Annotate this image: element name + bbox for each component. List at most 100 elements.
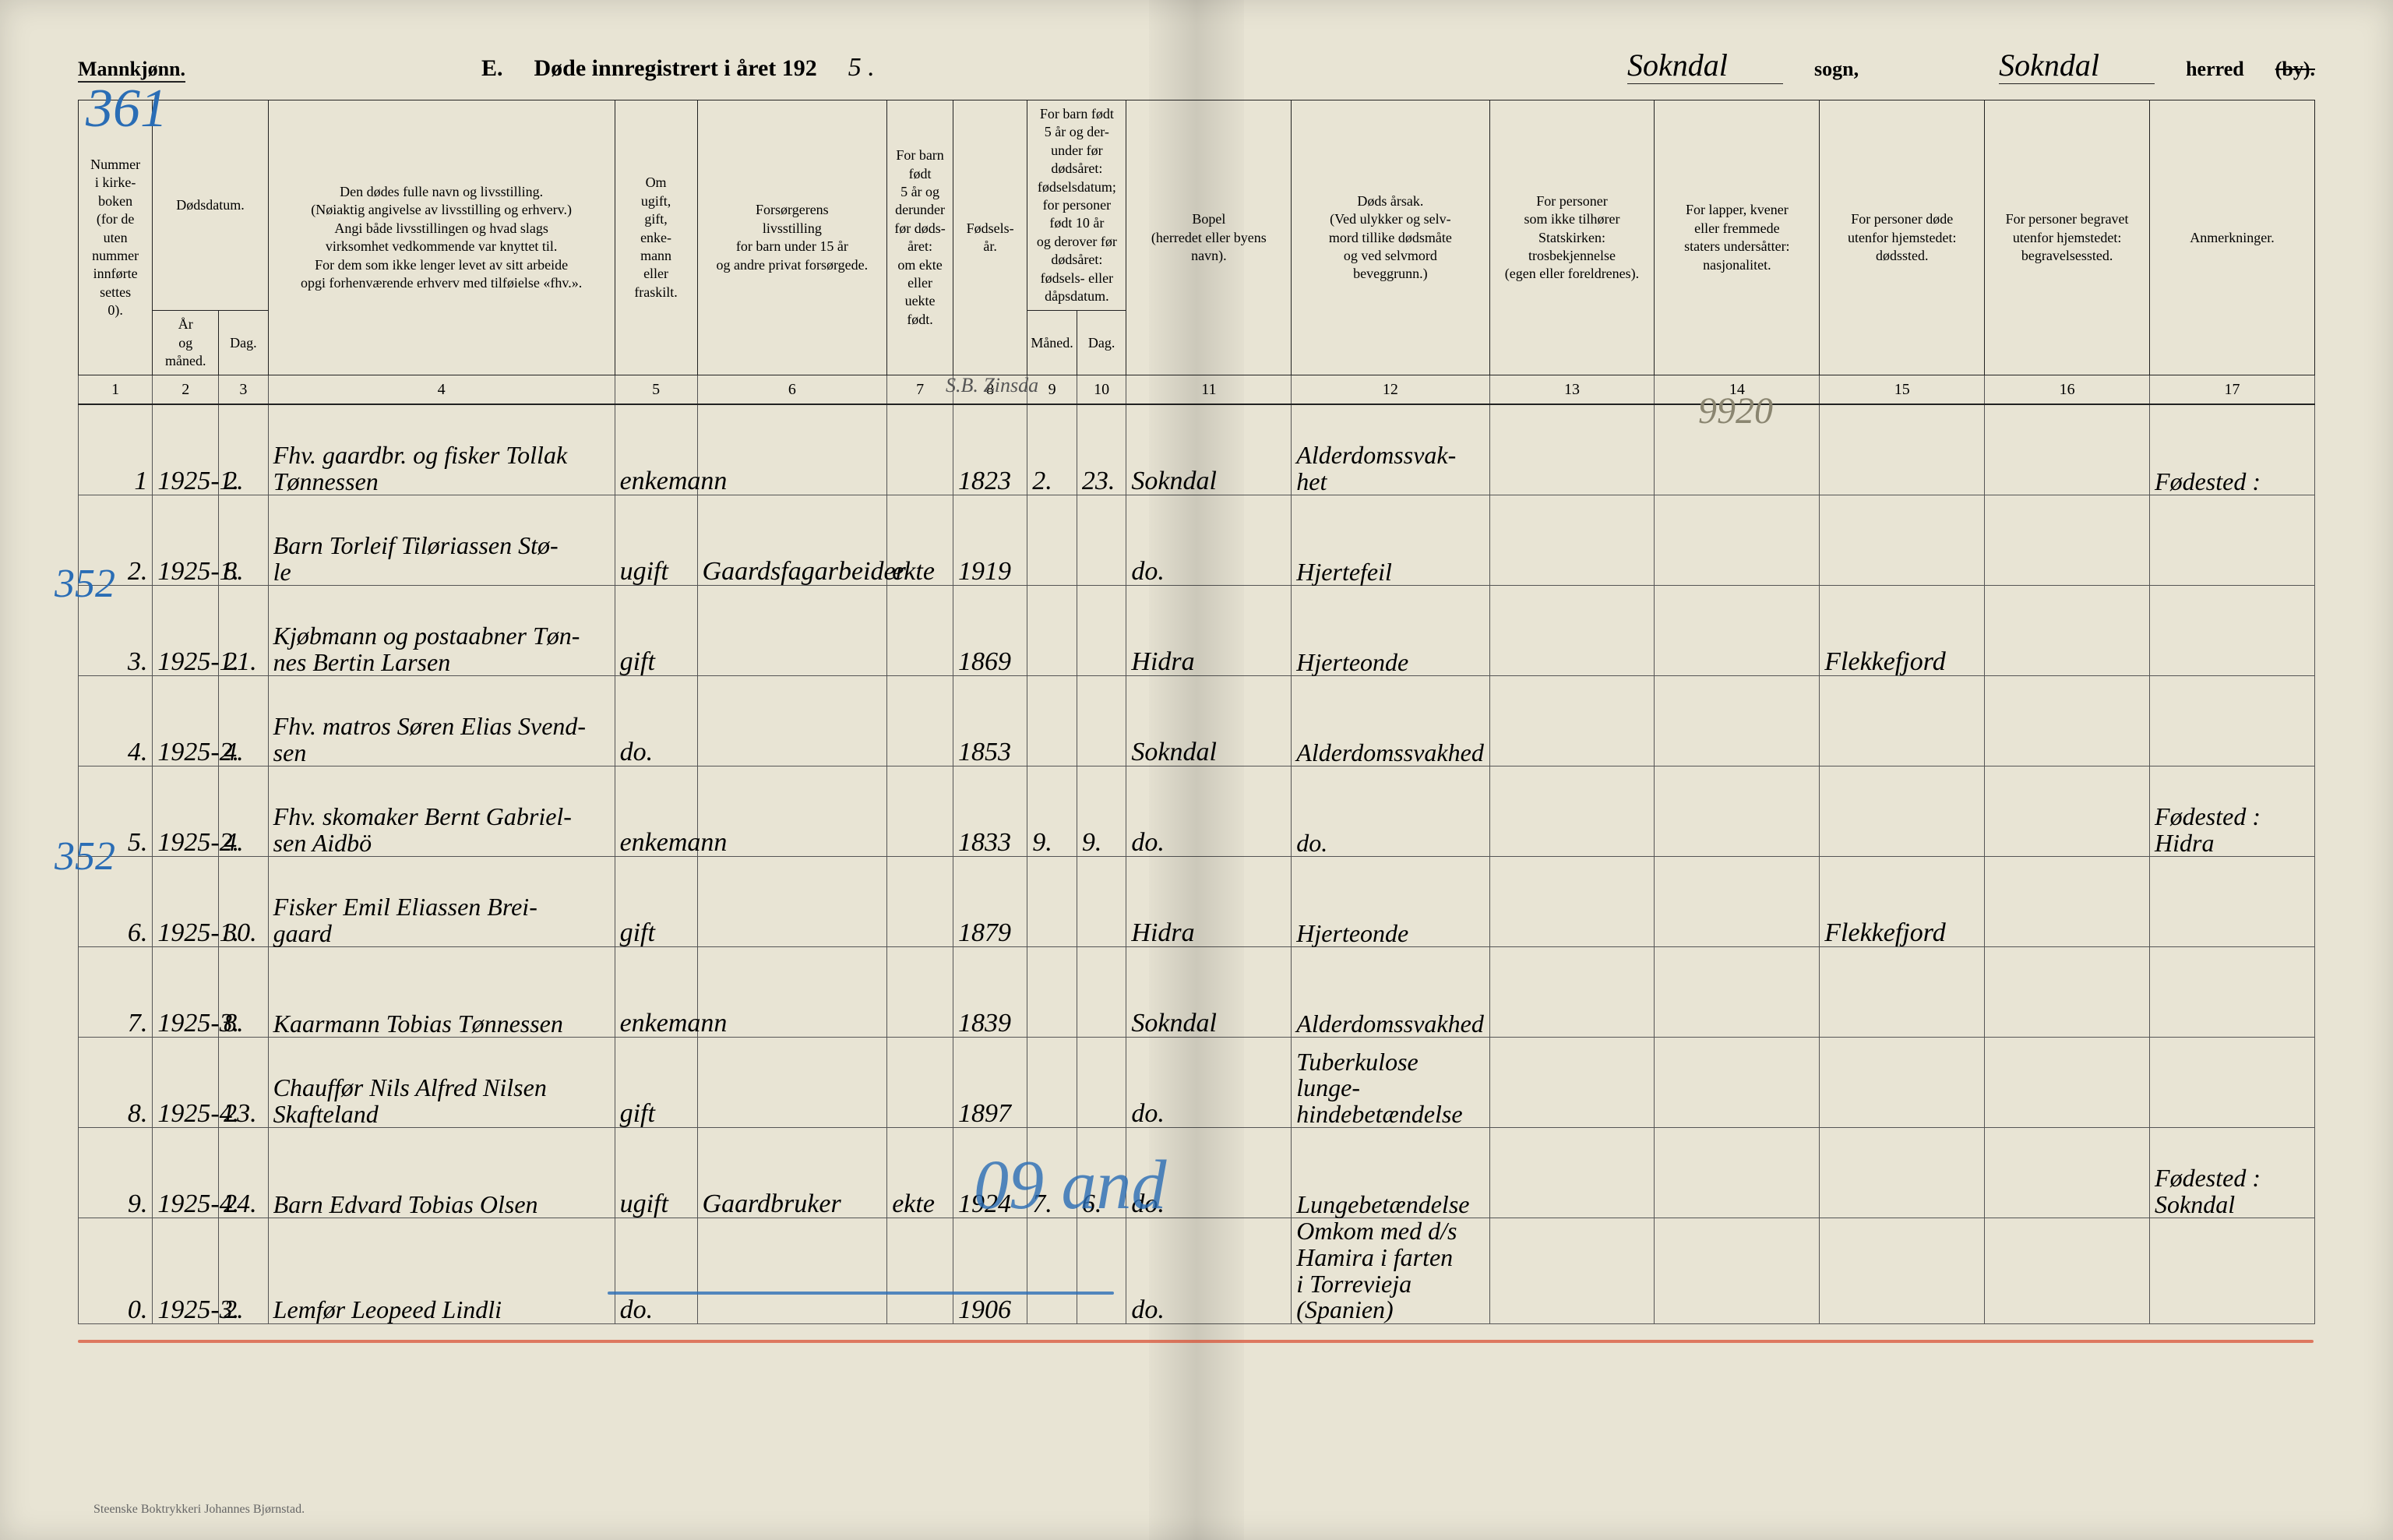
cell: [1655, 947, 1820, 1038]
cell: [1489, 1218, 1655, 1323]
cell: enkemann: [615, 404, 697, 495]
cell: 1925-1.: [153, 495, 219, 586]
cell: [2150, 586, 2315, 676]
herred-struck: (by).: [2275, 58, 2315, 81]
cell: [1820, 676, 1985, 766]
cell: do.: [615, 676, 697, 766]
cell: [1489, 495, 1655, 586]
cell: 1925-1.: [153, 586, 219, 676]
col-fodsel-header: For barn født5 år og der-under førdødsår…: [1027, 100, 1126, 311]
cell: Chauffør Nils Alfred Nilsen Skafteland: [268, 1038, 615, 1128]
ledger-table: Nummeri kirke-boken(for deutennummerinnf…: [78, 100, 2315, 1324]
cell: 1839: [953, 947, 1027, 1038]
cell: 1925-2.: [153, 676, 219, 766]
cell: [1077, 676, 1126, 766]
cell: Flekkefjord: [1820, 857, 1985, 947]
cell: [2150, 947, 2315, 1038]
cell: gift: [615, 1038, 697, 1128]
cell: 1879: [953, 857, 1027, 947]
cell: ekte: [887, 495, 953, 586]
cell: Kaarmann Tobias Tønnessen: [268, 947, 615, 1038]
cell: Lungebetændelse: [1292, 1128, 1489, 1218]
table-row: 7.1925-3.8.Kaarmann Tobias Tønnessenenke…: [79, 947, 2315, 1038]
cell: 4.: [79, 676, 153, 766]
cell: [1655, 857, 1820, 947]
cell: do.: [1292, 766, 1489, 857]
colnum: 6: [697, 375, 887, 405]
cell: [1027, 1038, 1077, 1128]
cell: Hidra: [1126, 586, 1292, 676]
cell: 2.: [219, 1218, 269, 1323]
header-row: Mannkjønn. E. Døde innregistrert i året …: [78, 47, 2315, 84]
cell: Sokndal: [1126, 947, 1292, 1038]
cell: [2150, 676, 2315, 766]
cell: [1489, 1128, 1655, 1218]
red-pencil-line: [78, 1340, 2314, 1343]
cell: Gaardbruker: [697, 1128, 887, 1218]
table-row: 0.1925-3.2.Lemfør Leopeed Lindlido.1906d…: [79, 1218, 2315, 1323]
herred-value: Sokndal: [1999, 47, 2155, 84]
blue-pencil-line: [608, 1292, 1114, 1295]
cell: [1489, 766, 1655, 857]
cell: [1027, 947, 1077, 1038]
cell: [1077, 586, 1126, 676]
cell: 4.: [219, 676, 269, 766]
cell: [697, 1218, 887, 1323]
cell: do.: [1126, 1038, 1292, 1128]
cell: Tuberkulose lunge-hindebetændelse: [1292, 1038, 1489, 1128]
cell: [887, 947, 953, 1038]
cell: Barn Edvard Tobias Olsen: [268, 1128, 615, 1218]
col-15-header: For personer dødeutenfor hjemstedet:døds…: [1820, 100, 1985, 375]
cell: [1655, 1038, 1820, 1128]
cell: [1820, 766, 1985, 857]
cell: [1655, 586, 1820, 676]
cell: enkemann: [615, 947, 697, 1038]
colnum: 15: [1820, 375, 1985, 405]
col-17-header: Anmerkninger.: [2150, 100, 2315, 375]
cell: [1985, 404, 2150, 495]
cell: [1985, 1128, 2150, 1218]
cell: [697, 676, 887, 766]
cell: [887, 766, 953, 857]
cell: [887, 404, 953, 495]
cell: Fødested :Hidra: [2150, 766, 2315, 857]
cell: [1985, 676, 2150, 766]
col-5-header: Omugift,gift,enke-mannellerfraskilt.: [615, 100, 697, 375]
cell: 1: [79, 404, 153, 495]
cell: 1925-1.: [153, 857, 219, 947]
cell: [2150, 1038, 2315, 1128]
table-row: 3.1925-1.21.Kjøbmann og postaabner Tøn- …: [79, 586, 2315, 676]
cell: 8.: [79, 1038, 153, 1128]
cell: [697, 1038, 887, 1128]
cell: [1489, 676, 1655, 766]
colnum: 17: [2150, 375, 2315, 405]
cell: [1489, 857, 1655, 947]
cell: [1027, 676, 1077, 766]
cell: 23.: [1077, 404, 1126, 495]
colnum: 12: [1292, 375, 1489, 405]
printer-mark: Steenske Boktrykkeri Johannes Bjørnstad.: [93, 1503, 305, 1517]
col-1-header: Nummeri kirke-boken(for deutennummerinnf…: [79, 100, 153, 375]
sogn-value: Sokndal: [1627, 47, 1783, 84]
cell: [1077, 495, 1126, 586]
cell: 1925-4.: [153, 1128, 219, 1218]
cell: do.: [1126, 495, 1292, 586]
margin-number: 352: [55, 561, 115, 607]
cell: 9.: [1077, 766, 1126, 857]
table-row: 2.1925-1.8.Barn Torleif Tiløriassen Stø-…: [79, 495, 2315, 586]
col-12-header: Døds årsak.(Ved ulykker og selv-mord til…: [1292, 100, 1489, 375]
cell: do.: [1126, 766, 1292, 857]
cell: enkemann: [615, 766, 697, 857]
cell: [1489, 947, 1655, 1038]
cell: 1925-1.: [153, 404, 219, 495]
table-row: 6.1925-1.30.Fisker Emil Eliassen Brei- g…: [79, 857, 2315, 947]
col-9b-header: Dag.: [1077, 311, 1126, 375]
col-14-header: For lapper, kvenereller fremmedestaters …: [1655, 100, 1820, 375]
blue-pencil-overlay: 09 and: [974, 1145, 1167, 1225]
cell: [1077, 857, 1126, 947]
cell: 7.: [79, 947, 153, 1038]
sogn-label: sogn,: [1814, 58, 1859, 81]
col-9a-header: Måned.: [1027, 311, 1077, 375]
cell: Alderdomssvakhed: [1292, 676, 1489, 766]
col-7-header: For barnfødt5 år ogderunderfør døds-året…: [887, 100, 953, 375]
